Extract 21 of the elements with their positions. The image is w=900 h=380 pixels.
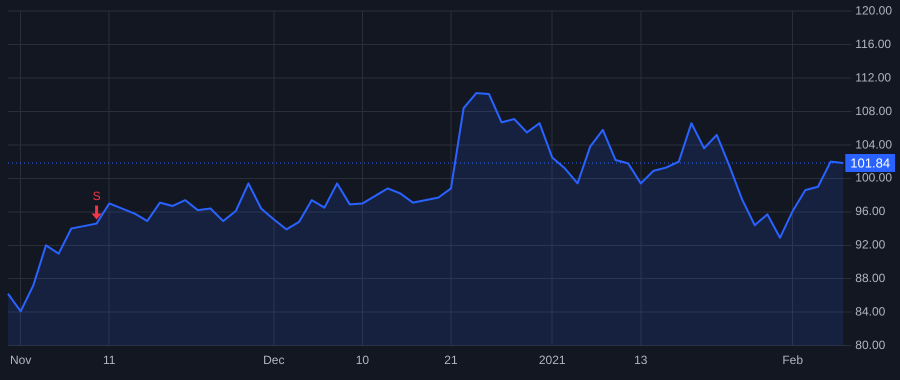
x-tick-label: 10	[356, 353, 370, 368]
y-tick-label: 120.00	[855, 4, 892, 18]
x-tick-label: 2021	[538, 353, 566, 368]
x-tick-label: Nov	[10, 353, 32, 368]
y-tick-label: 108.00	[855, 104, 892, 118]
y-tick-label: 112.00	[855, 70, 892, 84]
y-tick-label: 88.00	[855, 271, 886, 286]
y-tick-label: 80.00	[855, 338, 886, 352]
y-tick-label: 104.00	[855, 137, 892, 152]
y-tick-label: 116.00	[855, 36, 892, 51]
y-tick-label: 96.00	[855, 204, 886, 218]
x-tick-label: 13	[634, 353, 648, 368]
y-tick-label: 100.00	[855, 170, 892, 185]
x-tick-label: 21	[444, 353, 458, 368]
x-tick-label: Dec	[263, 353, 284, 368]
annotation: S	[92, 188, 101, 203]
x-tick-label: 11	[103, 353, 116, 368]
y-tick-label: 92.00	[855, 238, 886, 252]
ref-line-label: 101.84	[850, 156, 890, 171]
x-tick-label: Feb	[782, 353, 804, 368]
y-tick-label: 84.00	[855, 304, 886, 318]
